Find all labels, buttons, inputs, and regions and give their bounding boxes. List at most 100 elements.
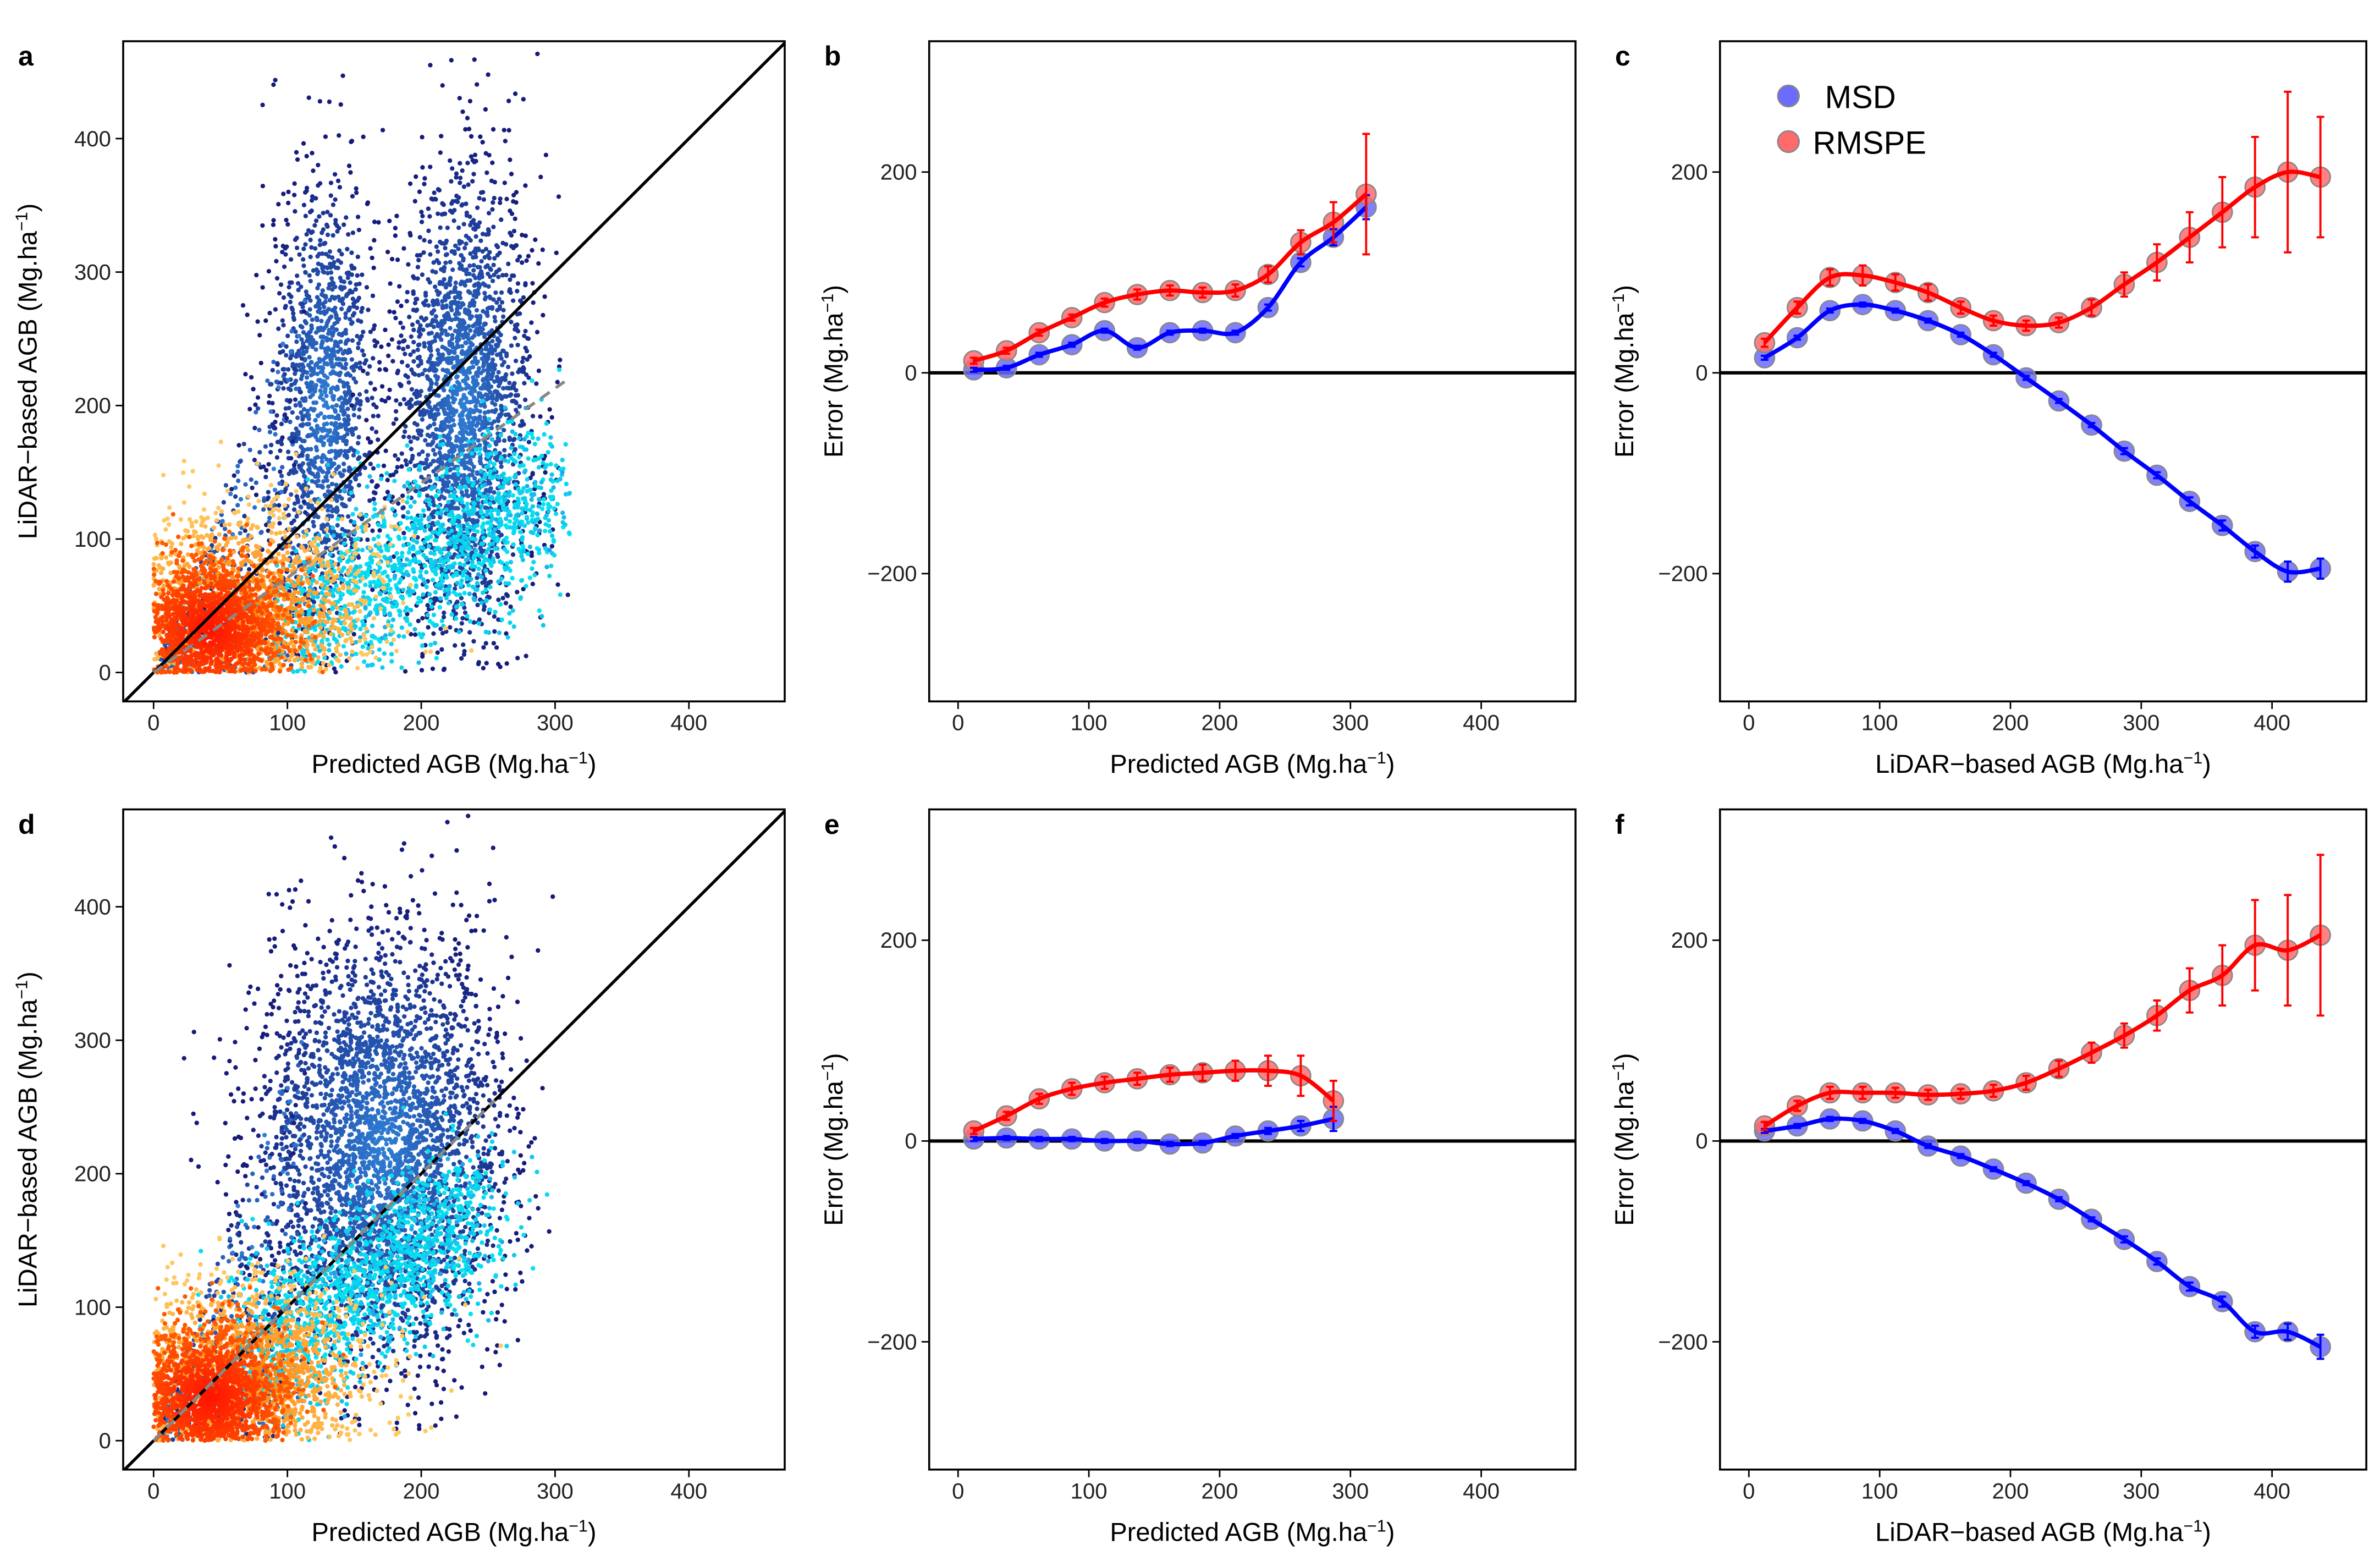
- scatter-point: [427, 502, 432, 507]
- scatter-point: [383, 496, 388, 501]
- scatter-point: [412, 499, 417, 504]
- scatter-point: [530, 504, 535, 509]
- scatter-point: [294, 514, 299, 519]
- scatter-point: [459, 279, 464, 284]
- scatter-point: [422, 466, 428, 471]
- scatter-point: [381, 463, 387, 469]
- scatter-point: [415, 347, 420, 353]
- scatter-point: [319, 435, 324, 439]
- scatter-point: [492, 629, 497, 634]
- scatter-point: [354, 190, 359, 195]
- scatter-point: [475, 0, 480, 3]
- scatter-point: [496, 274, 501, 279]
- scatter-point: [512, 524, 517, 529]
- scatter-point: [471, 268, 476, 273]
- scatter-point: [414, 526, 420, 531]
- scatter-point: [313, 196, 318, 201]
- scatter-point: [438, 596, 443, 601]
- scatter-point: [405, 375, 410, 380]
- scatter-point: [260, 102, 265, 107]
- scatter-point: [329, 356, 334, 361]
- scatter-point: [493, 389, 498, 394]
- scatter-point: [487, 416, 492, 422]
- scatter-point: [529, 497, 534, 502]
- scatter-point: [459, 350, 464, 355]
- scatter-point: [536, 369, 542, 373]
- scatter-point: [357, 337, 363, 342]
- scatter-point: [328, 458, 333, 463]
- scatter-point: [499, 560, 504, 565]
- scatter-point: [412, 300, 418, 306]
- scatter-point: [428, 461, 433, 467]
- scatter-point: [288, 398, 293, 403]
- scatter-point: [440, 631, 445, 636]
- scatter-point: [458, 175, 463, 180]
- scatter-point: [486, 421, 491, 426]
- scatter-point: [470, 560, 475, 565]
- scatter-point: [326, 462, 330, 468]
- scatter-point: [395, 257, 400, 262]
- scatter-point: [467, 370, 472, 375]
- scatter-point: [309, 326, 315, 331]
- scatter-point: [275, 362, 280, 367]
- scatter-point: [327, 642, 332, 647]
- scatter-point: [526, 439, 532, 444]
- scatter-point: [341, 384, 346, 389]
- scatter-point: [425, 603, 430, 608]
- scatter-point: [310, 479, 315, 484]
- scatter-point: [502, 360, 506, 365]
- scatter-point: [350, 338, 355, 343]
- scatter-point: [444, 488, 449, 493]
- scatter-point: [263, 475, 268, 480]
- scatter-point: [324, 351, 329, 356]
- scatter-point: [504, 561, 510, 566]
- scatter-point: [483, 472, 488, 477]
- scatter-point: [325, 224, 330, 229]
- scatter-point: [406, 573, 411, 578]
- scatter-point: [319, 590, 324, 596]
- scatter-point: [409, 387, 414, 392]
- scatter-point: [548, 442, 553, 447]
- scatter-point: [553, 511, 559, 516]
- scatter-point: [483, 641, 488, 646]
- scatter-point: [495, 662, 501, 667]
- scatter-point: [299, 284, 304, 289]
- scatter-point: [508, 620, 513, 625]
- scatter-point: [372, 238, 377, 243]
- scatter-point: [297, 400, 302, 405]
- scatter-point: [338, 596, 343, 601]
- scatter-point: [367, 602, 372, 607]
- scatter-point: [301, 474, 307, 479]
- scatter-point: [266, 495, 271, 500]
- scatter-point: [466, 493, 471, 499]
- scatter-point: [344, 215, 349, 220]
- scatter-point: [355, 273, 360, 278]
- scatter-point: [341, 532, 346, 537]
- scatter-point: [515, 656, 520, 661]
- scatter-point: [365, 371, 370, 376]
- scatter-point: [289, 305, 294, 310]
- scatter-point: [355, 333, 360, 339]
- scatter-point: [365, 397, 370, 402]
- scatter-point: [401, 514, 406, 519]
- scatter-point: [326, 616, 332, 621]
- scatter-point: [451, 398, 456, 403]
- scatter-point: [346, 391, 351, 395]
- scatter-point: [335, 413, 341, 418]
- scatter-point: [423, 486, 428, 491]
- scatter-point: [473, 404, 478, 409]
- scatter-point: [389, 659, 394, 664]
- scatter-point: [261, 498, 267, 503]
- scatter-point: [416, 596, 421, 601]
- scatter-point: [474, 307, 480, 313]
- scatter-point: [301, 202, 307, 207]
- scatter-point: [399, 360, 405, 365]
- scatter-point: [365, 484, 370, 489]
- scatter-point: [525, 489, 530, 494]
- scatter-point: [461, 480, 466, 486]
- scatter-point: [477, 491, 483, 496]
- scatter-point: [348, 349, 352, 354]
- scatter-point: [290, 410, 295, 415]
- scatter-point: [541, 497, 547, 502]
- scatter-point: [486, 394, 491, 399]
